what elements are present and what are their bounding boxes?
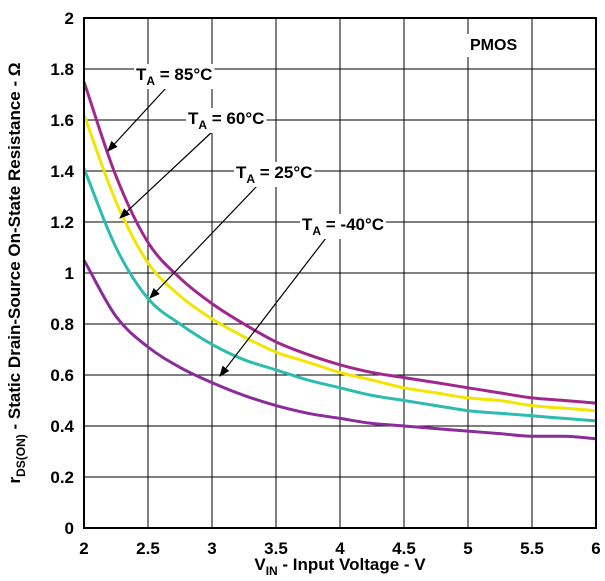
callout-arrow xyxy=(119,130,214,219)
x-tick-label: 2 xyxy=(79,539,88,558)
series-line xyxy=(82,259,597,441)
x-tick-label: 2.5 xyxy=(136,539,160,558)
series-label-bg xyxy=(300,214,387,239)
curves xyxy=(82,81,597,441)
series-label: TA = -40°C xyxy=(302,215,384,238)
x-axis-title: VIN - Input Voltage - V xyxy=(254,555,426,578)
y-tick-labels: 0 0.2 0.4 0.6 0.8 1 1.2 1.4 1.6 1.8 2 xyxy=(50,9,74,538)
y-axis-subscript: DS(ON) xyxy=(14,434,28,477)
series-line xyxy=(82,81,597,405)
y-tick-label: 0.2 xyxy=(50,468,74,487)
y-tick-label: 1.4 xyxy=(50,162,74,181)
plot-frame xyxy=(83,17,597,529)
y-axis-title: rDS(ON) - Static Drain-Source On-State R… xyxy=(5,63,28,484)
callout-arrow xyxy=(107,87,167,152)
x-tick-label: 4 xyxy=(335,539,345,558)
corner-label: PMOS xyxy=(470,37,517,54)
y-tick-label: 1.2 xyxy=(50,213,74,232)
series-line xyxy=(82,114,597,413)
y-tick-label: 0 xyxy=(65,519,74,538)
x-tick-label: 5 xyxy=(463,539,472,558)
series-label-bg xyxy=(234,162,315,187)
y-tick-label: 0.6 xyxy=(50,366,74,385)
x-axis-symbol: V xyxy=(254,555,266,574)
callout-arrow xyxy=(219,237,327,377)
y-tick-label: 2 xyxy=(65,9,74,28)
series-label: TA = 25°C xyxy=(236,163,312,186)
callouts: TA = 85°C TA = 60°C TA = 25°C TA = -40°C xyxy=(107,64,387,377)
series-line xyxy=(82,167,597,423)
y-tick-label: 1.6 xyxy=(50,111,74,130)
x-tick-label: 3.5 xyxy=(264,539,288,558)
y-axis-symbol: r xyxy=(5,476,24,483)
y-tick-label: 0.8 xyxy=(50,315,74,334)
x-tick-label: 5.5 xyxy=(520,539,544,558)
x-tick-label: 4.5 xyxy=(392,539,416,558)
y-axis-text: - Static Drain-Source On-State Resistanc… xyxy=(5,63,24,435)
series-label: TA = 60°C xyxy=(188,109,264,132)
series-label-bg xyxy=(134,64,215,89)
y-tick-label: 1 xyxy=(65,264,74,283)
x-tick-label: 3 xyxy=(207,539,216,558)
x-axis-text: - Input Voltage - V xyxy=(278,555,427,574)
x-tick-labels: 2 2.5 3 3.5 4 4.5 5 5.5 6 xyxy=(79,539,600,558)
x-tick-label: 6 xyxy=(591,539,600,558)
y-tick-label: 1.8 xyxy=(50,60,74,79)
callout-arrow xyxy=(149,184,259,299)
series-label-bg xyxy=(186,108,267,133)
series-label: TA = 85°C xyxy=(136,65,212,88)
x-axis-subscript: IN xyxy=(266,564,278,578)
y-tick-label: 0.4 xyxy=(50,417,74,436)
corner-label-bg xyxy=(464,34,524,57)
